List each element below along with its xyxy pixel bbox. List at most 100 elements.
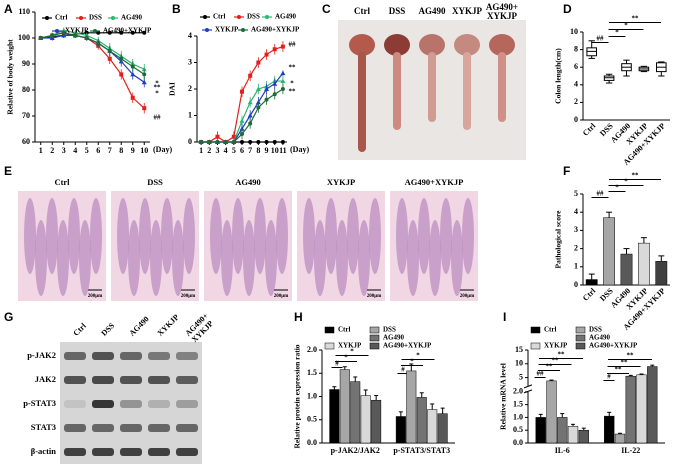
tissue (451, 220, 463, 296)
significance: ** (552, 357, 560, 365)
marker (73, 33, 78, 38)
bar (585, 279, 598, 286)
marker (215, 134, 220, 139)
marker (207, 140, 212, 144)
tissue (128, 220, 140, 296)
histology-label: AG490 (235, 177, 261, 187)
marker (256, 105, 261, 110)
bar (647, 366, 658, 444)
significance: ## (537, 370, 545, 378)
legend-label: AG490+XYKJP (383, 342, 432, 350)
significance: * (624, 22, 628, 30)
marker (264, 86, 270, 91)
marker (130, 95, 135, 100)
tissue (24, 198, 36, 274)
y-tick-label: 4 (188, 31, 192, 40)
y-tick-label: 1 (574, 262, 578, 271)
tissue (172, 220, 184, 296)
tissue (440, 198, 452, 274)
marker (141, 66, 147, 72)
bar (339, 369, 350, 444)
band (120, 400, 142, 408)
y-tick-label: 60 (22, 137, 30, 146)
y-tick-label: 0.0 (307, 438, 317, 447)
scale-bar-label: 200μm (460, 294, 475, 299)
y-tick-label: 4 (574, 207, 578, 216)
legend-label: DSS (247, 13, 260, 21)
marker (239, 118, 245, 123)
x-tick-label: 6 (96, 146, 100, 155)
x-tick-label: 8 (119, 146, 123, 155)
tissue (232, 198, 244, 274)
significance: * (624, 178, 628, 186)
scale-bar-label: 200μm (88, 294, 103, 299)
marker (72, 30, 78, 35)
tissue (276, 198, 288, 274)
y-tick-label: 0 (188, 137, 192, 146)
band (148, 448, 170, 456)
bar (620, 253, 633, 286)
colon (428, 52, 436, 122)
marker (264, 140, 269, 144)
y-tick-label: 0 (574, 280, 578, 289)
legend-swatch (530, 342, 541, 350)
significance: ## (597, 35, 605, 43)
marker (130, 30, 135, 35)
x-axis-label: (Day) (290, 145, 309, 154)
panel-letter: D (563, 2, 572, 16)
legend-label: XYKJP (65, 27, 89, 35)
x-tick-label: 4 (224, 146, 228, 155)
x-tick-label: IL-6 (555, 446, 570, 455)
tissue (325, 198, 337, 274)
panel-letter: G (4, 310, 13, 324)
band (148, 400, 170, 408)
panel-letter: C (322, 2, 331, 16)
band (148, 424, 170, 432)
band (176, 448, 198, 456)
histology-label: AG490+XYKJP (405, 177, 464, 187)
x-tick-label: 5 (85, 146, 89, 155)
tissue (221, 220, 233, 296)
photo-label: XYKJP (452, 6, 482, 16)
photo-label: DSS (389, 6, 406, 16)
y-axis-label: Pathological score (554, 210, 563, 269)
bar (395, 416, 406, 444)
marker (231, 134, 236, 139)
colon (393, 52, 401, 130)
y-tick-label: 110 (18, 7, 30, 16)
legend-marker (265, 15, 269, 19)
significance: * (410, 358, 414, 366)
marker (255, 99, 261, 105)
tissue (161, 198, 173, 274)
colon (498, 52, 506, 122)
y-tick-label: 2.0 (307, 345, 317, 354)
protein-label: p-STAT3 (23, 398, 56, 408)
bar (350, 381, 361, 444)
x-tick-label: 2 (207, 146, 211, 155)
y-tick-label: 0.0 (513, 438, 523, 447)
x-tick-label: 9 (131, 146, 135, 155)
legend-label: AG490+XYKJP (103, 27, 152, 35)
significance: * (155, 90, 159, 98)
x-tick-label: 8 (256, 146, 260, 155)
marker (215, 140, 220, 144)
bar (406, 370, 417, 444)
y-tick-label: 2 (574, 243, 578, 252)
legend-label: XYKJP (215, 26, 239, 34)
tissue (79, 220, 91, 296)
bar (637, 242, 650, 286)
marker (264, 97, 269, 102)
blot-background (60, 342, 202, 464)
legend-label: Ctrl (213, 13, 225, 21)
tissue (429, 220, 441, 296)
colon-cecum (384, 34, 410, 56)
marker (272, 81, 278, 86)
band (64, 352, 86, 360)
legend-marker (241, 28, 245, 32)
legend-swatch (369, 334, 380, 342)
x-tick-label: 1 (199, 146, 203, 155)
legend-swatch (575, 326, 586, 334)
x-tick-label: 6 (240, 146, 244, 155)
tissue (117, 198, 129, 274)
